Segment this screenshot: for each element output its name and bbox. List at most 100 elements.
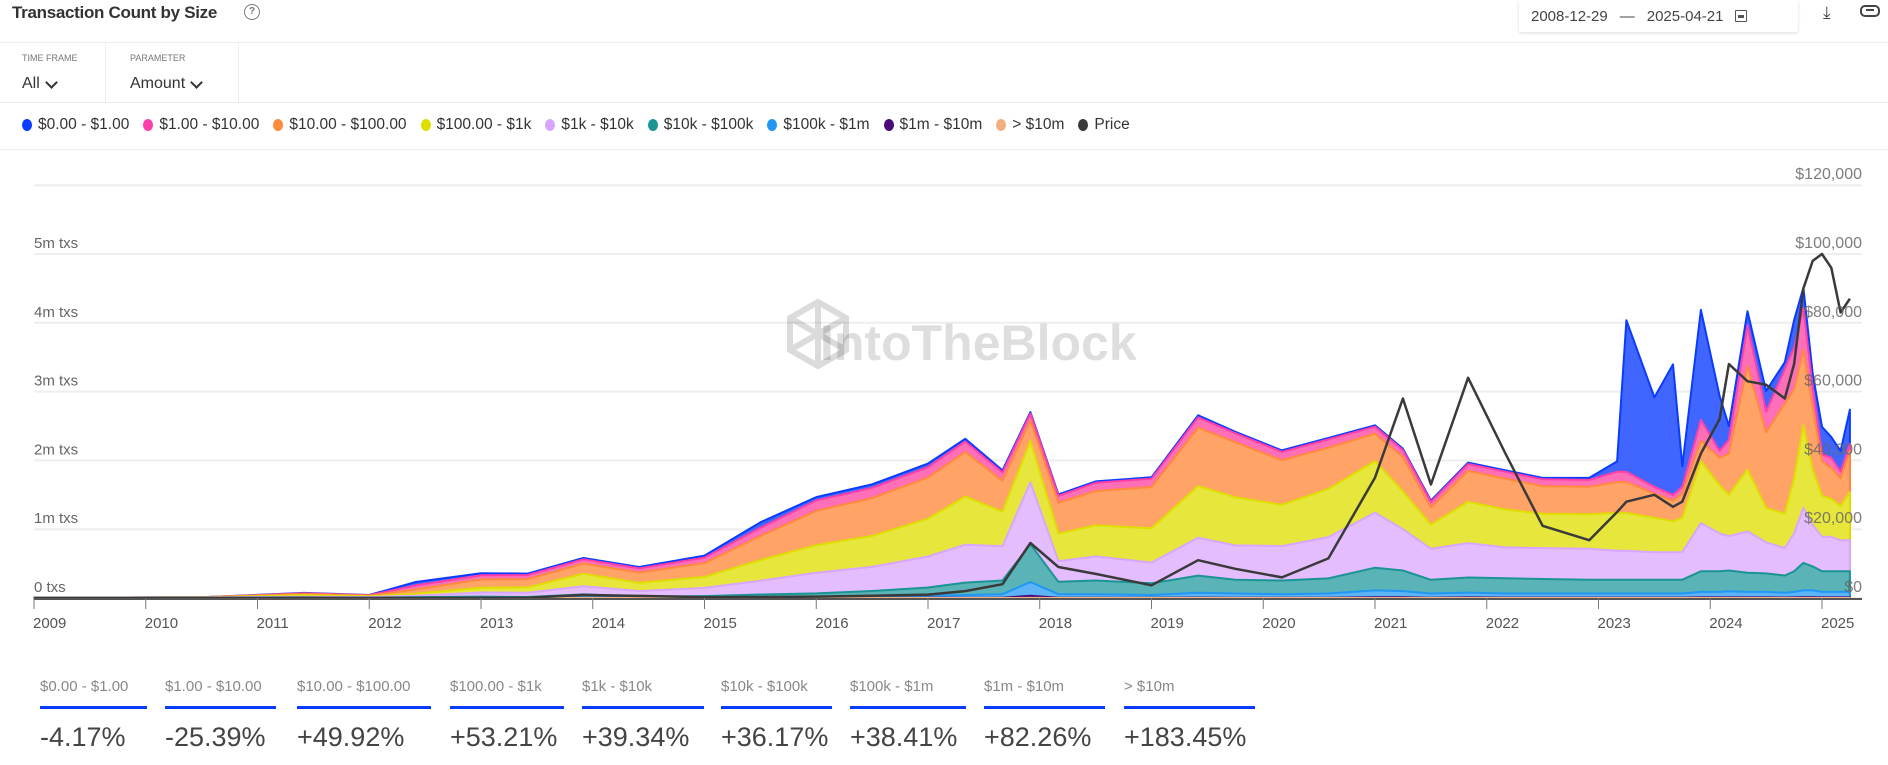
legend-dot-icon xyxy=(273,119,284,131)
y-right-tick-label: $80,000 xyxy=(1804,304,1862,321)
download-icon[interactable]: ⤓ xyxy=(1823,3,1831,22)
legend-item[interactable]: $0.00 - $1.00 xyxy=(22,116,129,134)
legend-label: $100k - $1m xyxy=(783,116,870,133)
x-tick-label: 2016 xyxy=(815,615,848,630)
stat-underline xyxy=(40,706,147,709)
stat-value: +39.34% xyxy=(582,722,690,752)
filter-parameter[interactable]: PARAMETER Amount xyxy=(130,53,204,93)
y-right-tick-label: $120,000 xyxy=(1795,166,1862,183)
legend-label: > $10m xyxy=(1012,116,1065,133)
divider xyxy=(0,149,1888,150)
y-left-tick-label: 0 txs xyxy=(34,579,66,596)
date-from[interactable]: 2008-12-29 xyxy=(1531,7,1608,25)
divider xyxy=(238,43,239,102)
x-tick-label: 2024 xyxy=(1709,615,1742,630)
stat-value: -25.39% xyxy=(165,722,266,752)
legend-label: $10.00 - $100.00 xyxy=(289,116,407,133)
link-icon[interactable] xyxy=(1860,5,1880,17)
legend-item[interactable]: $10.00 - $100.00 xyxy=(273,116,407,134)
divider xyxy=(0,102,1888,103)
legend-dot-icon xyxy=(22,119,32,131)
legend-label: $1.00 - $10.00 xyxy=(159,116,260,133)
y-right-tick-label: $100,000 xyxy=(1795,235,1862,252)
stat-underline xyxy=(450,706,564,709)
stat-underline xyxy=(850,706,966,709)
legend-item[interactable]: $1m - $10m xyxy=(883,116,982,134)
y-left-tick-label: 3m txs xyxy=(34,373,78,390)
stat-label: $0.00 - $1.00 xyxy=(40,678,129,695)
stat-value: +183.45% xyxy=(1124,722,1247,752)
legend-dot-icon xyxy=(545,119,556,131)
x-tick-label: 2011 xyxy=(257,615,289,630)
filter-time-frame[interactable]: TIME FRAME All xyxy=(22,53,78,93)
stat-underline xyxy=(297,706,431,709)
date-range-picker[interactable]: 2008-12-29 — 2025-04-21 xyxy=(1519,0,1798,32)
stat-label: $1m - $10m xyxy=(984,678,1065,695)
stat-value: +82.26% xyxy=(984,722,1092,752)
stat-label: $1k - $10k xyxy=(582,678,653,695)
stat-value: +38.41% xyxy=(850,722,958,752)
stat-value: -4.17% xyxy=(40,722,126,752)
x-tick-label: 2015 xyxy=(704,615,737,630)
stat-underline xyxy=(984,706,1105,709)
calendar-icon[interactable] xyxy=(1735,10,1748,22)
stat-value: +36.17% xyxy=(721,722,829,752)
legend-item[interactable]: $10k - $100k xyxy=(647,116,754,134)
divider xyxy=(0,42,1888,43)
stat-item: $1.00 - $10.00 -25.39% xyxy=(165,678,276,752)
stat-item: $0.00 - $1.00 -4.17% xyxy=(40,678,147,752)
question-circle-icon[interactable]: ? xyxy=(244,4,260,20)
legend-item[interactable]: $1k - $10k xyxy=(545,116,634,134)
date-separator: — xyxy=(1619,7,1635,25)
stat-label: $1.00 - $10.00 xyxy=(165,678,262,695)
chevron-down-icon[interactable] xyxy=(190,75,204,89)
legend-dot-icon xyxy=(883,119,894,131)
x-tick-label: 2017 xyxy=(927,615,960,630)
stat-value: +53.21% xyxy=(450,722,558,752)
stat-label: > $10m xyxy=(1124,678,1175,695)
y-right-tick-label: $60,000 xyxy=(1804,373,1862,390)
chevron-down-icon[interactable] xyxy=(44,75,58,89)
filter-value[interactable]: All xyxy=(22,75,40,92)
y-left-tick-label: 2m txs xyxy=(34,441,78,458)
legend-item[interactable]: $1.00 - $10.00 xyxy=(143,116,259,134)
filter-value[interactable]: Amount xyxy=(130,75,186,92)
legend-label: $100.00 - $1k xyxy=(436,116,532,133)
filter-label: TIME FRAME xyxy=(22,53,78,63)
x-tick-label: 2025 xyxy=(1821,615,1854,630)
y-right-tick-label: $20,000 xyxy=(1804,510,1862,527)
divider xyxy=(105,43,106,102)
legend-label: $1k - $10k xyxy=(561,116,634,133)
legend-label: Price xyxy=(1094,116,1130,133)
page-title: Transaction Count by Size xyxy=(12,3,218,22)
legend-item[interactable]: $100k - $1m xyxy=(767,116,870,134)
x-tick-label: 2021 xyxy=(1374,615,1407,630)
legend-dot-icon xyxy=(767,119,778,131)
watermark-text: IntoTheBlock xyxy=(820,315,1137,371)
date-to[interactable]: 2025-04-21 xyxy=(1646,7,1724,25)
chart-legend: $0.00 - $1.00 $1.00 - $10.00 $10.00 - $100… xyxy=(22,116,1130,134)
stat-underline xyxy=(582,706,704,709)
x-tick-label: 2009 xyxy=(33,615,66,630)
legend-dot-icon xyxy=(647,119,658,131)
filter-label: PARAMETER xyxy=(130,53,186,63)
stat-item: $100.00 - $1k +53.21% xyxy=(450,678,564,752)
x-tick-label: 2014 xyxy=(592,615,625,630)
price-line xyxy=(34,252,1851,600)
stat-item: $100k - $1m +38.41% xyxy=(850,678,966,752)
legend-label: $10k - $100k xyxy=(663,116,754,133)
x-tick-label: 2012 xyxy=(368,615,401,630)
watermark-logo xyxy=(787,298,849,370)
legend-item[interactable]: > $10m xyxy=(996,116,1064,134)
legend-label: $0.00 - $1.00 xyxy=(38,116,130,133)
y-right-tick-label: $40,000 xyxy=(1804,441,1862,458)
stacked-area-chart: 2009 2010 2011 2012 2013 2014 2015 2016 2017 2018… xyxy=(33,166,1862,630)
stat-item: $1m - $10m +82.26% xyxy=(984,678,1105,752)
y-left-tick-label: 5m txs xyxy=(34,235,78,252)
legend-item[interactable]: $100.00 - $1k xyxy=(420,116,532,134)
y-right-tick-label: $0 xyxy=(1844,579,1862,596)
stat-underline xyxy=(721,706,832,709)
legend-dot-icon xyxy=(143,119,154,131)
legend-item[interactable]: Price xyxy=(1078,116,1130,134)
stat-label: $10k - $100k xyxy=(721,678,808,695)
